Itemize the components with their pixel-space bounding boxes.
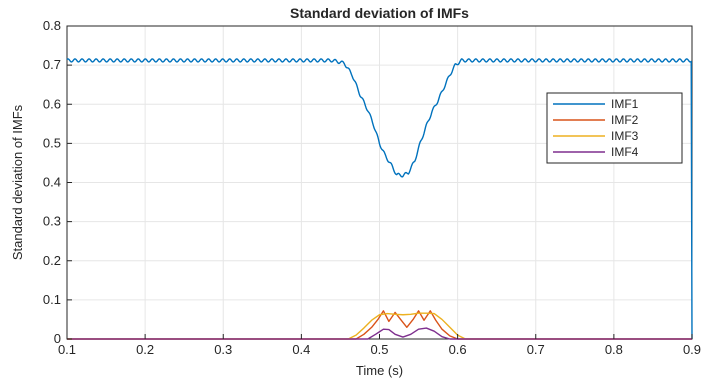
legend-label: IMF3: [611, 129, 639, 143]
tick-labels: 0.1 0.2 0.3 0.4 0.5 0.6 0.7 0.8 0.900.10.20.30.4…: [43, 18, 701, 357]
y-axis-label: Standard deviation of IMFs: [10, 104, 25, 260]
x-axis-label: Time (s): [356, 363, 403, 378]
chart-title: Standard deviation of IMFs: [290, 5, 469, 21]
x-tick-label: 0.1: [58, 342, 76, 357]
x-tick-label: 0.6: [449, 342, 467, 357]
y-tick-label: 0.4: [43, 175, 61, 190]
y-tick-label: 0.1: [43, 292, 61, 307]
legend: IMF1 IMF2 IMF3 IMF4: [546, 92, 683, 164]
y-tick-label: 0.7: [43, 57, 61, 72]
y-tick-label: 0.6: [43, 96, 61, 111]
x-tick-label: 0.9: [683, 342, 701, 357]
legend-label: IMF1: [611, 97, 639, 111]
series-line-imf3: [67, 312, 692, 340]
y-tick-label: 0.3: [43, 214, 61, 229]
x-tick-label: 0.5: [370, 342, 388, 357]
y-tick-label: 0: [54, 331, 61, 346]
x-tick-label: 0.3: [214, 342, 232, 357]
x-tick-label: 0.7: [527, 342, 545, 357]
x-tick-label: 0.4: [292, 342, 310, 357]
y-tick-label: 0.2: [43, 253, 61, 268]
y-tick-label: 0.8: [43, 18, 61, 33]
legend-label: IMF2: [611, 113, 639, 127]
series-line-imf1: [66, 58, 693, 340]
series-layer: [66, 58, 693, 340]
y-tick-label: 0.5: [43, 135, 61, 150]
series-line-imf4: [67, 327, 692, 340]
x-tick-label: 0.8: [605, 342, 623, 357]
x-tick-label: 0.2: [136, 342, 154, 357]
legend-label: IMF4: [611, 145, 639, 159]
series-line-imf2: [67, 310, 692, 340]
